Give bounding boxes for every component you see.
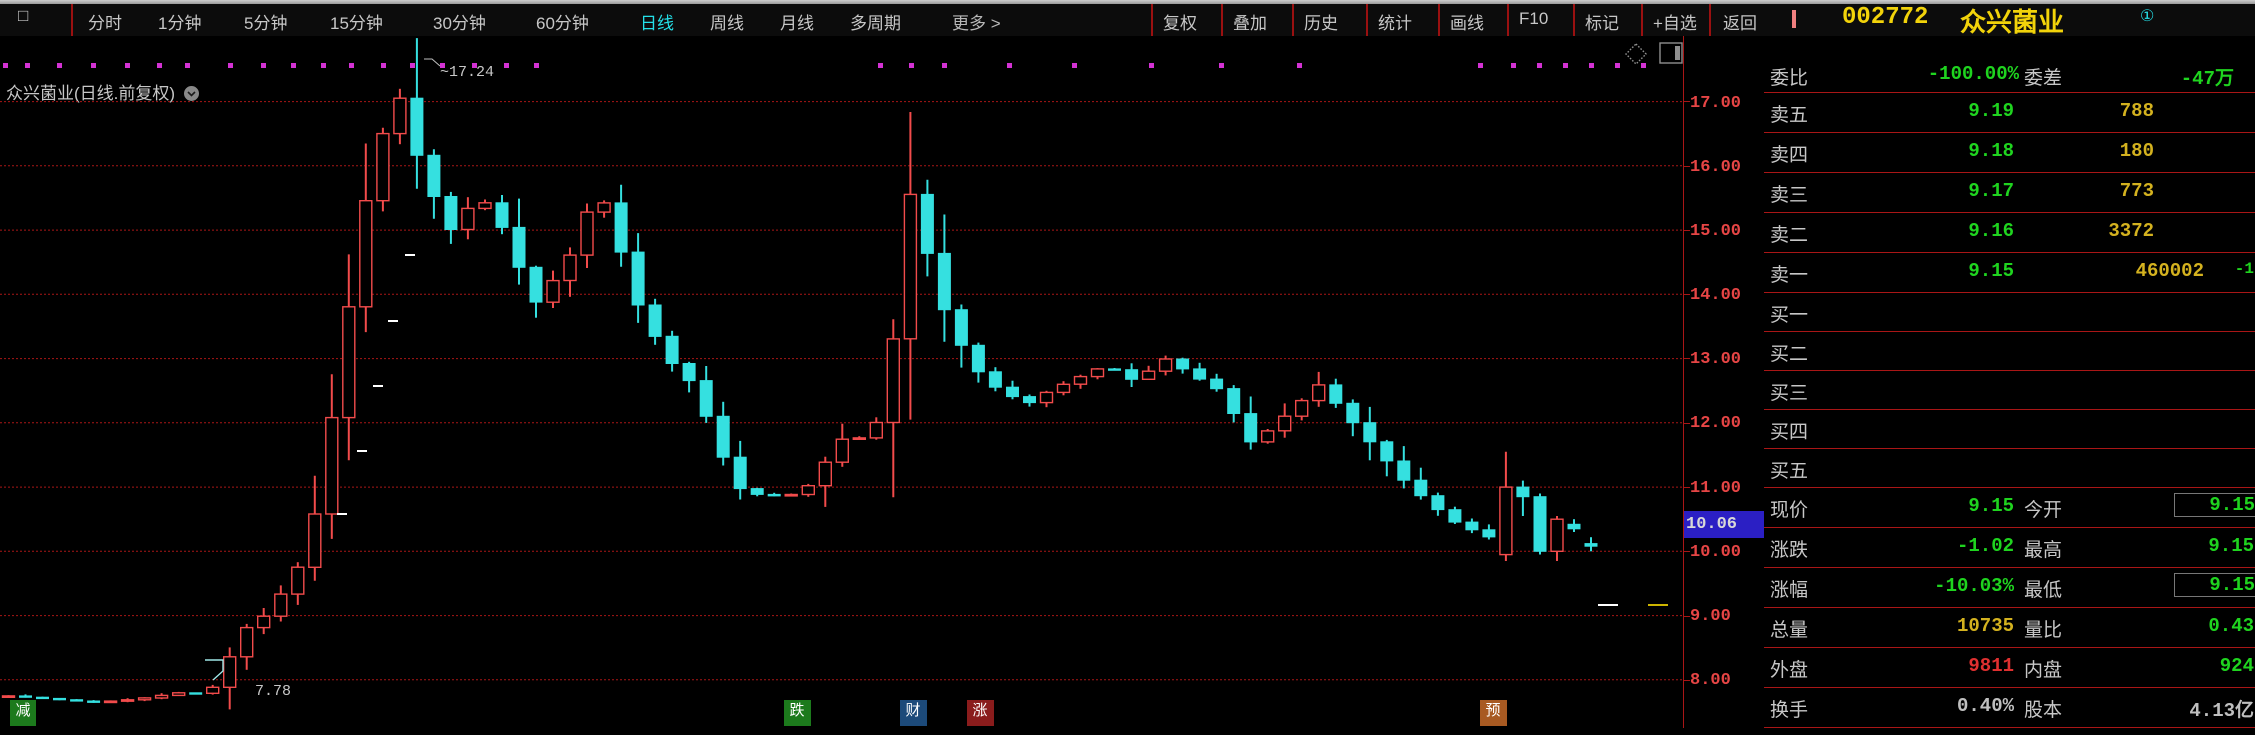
svg-text:跌: 跌 — [789, 702, 804, 719]
svg-text:财: 财 — [905, 702, 920, 719]
svg-text:预: 预 — [1485, 702, 1500, 719]
svg-text:涨: 涨 — [972, 702, 987, 719]
svg-text:~17.24: ~17.24 — [440, 64, 494, 81]
svg-text:减: 减 — [15, 702, 30, 719]
svg-text:7.78: 7.78 — [255, 683, 291, 700]
